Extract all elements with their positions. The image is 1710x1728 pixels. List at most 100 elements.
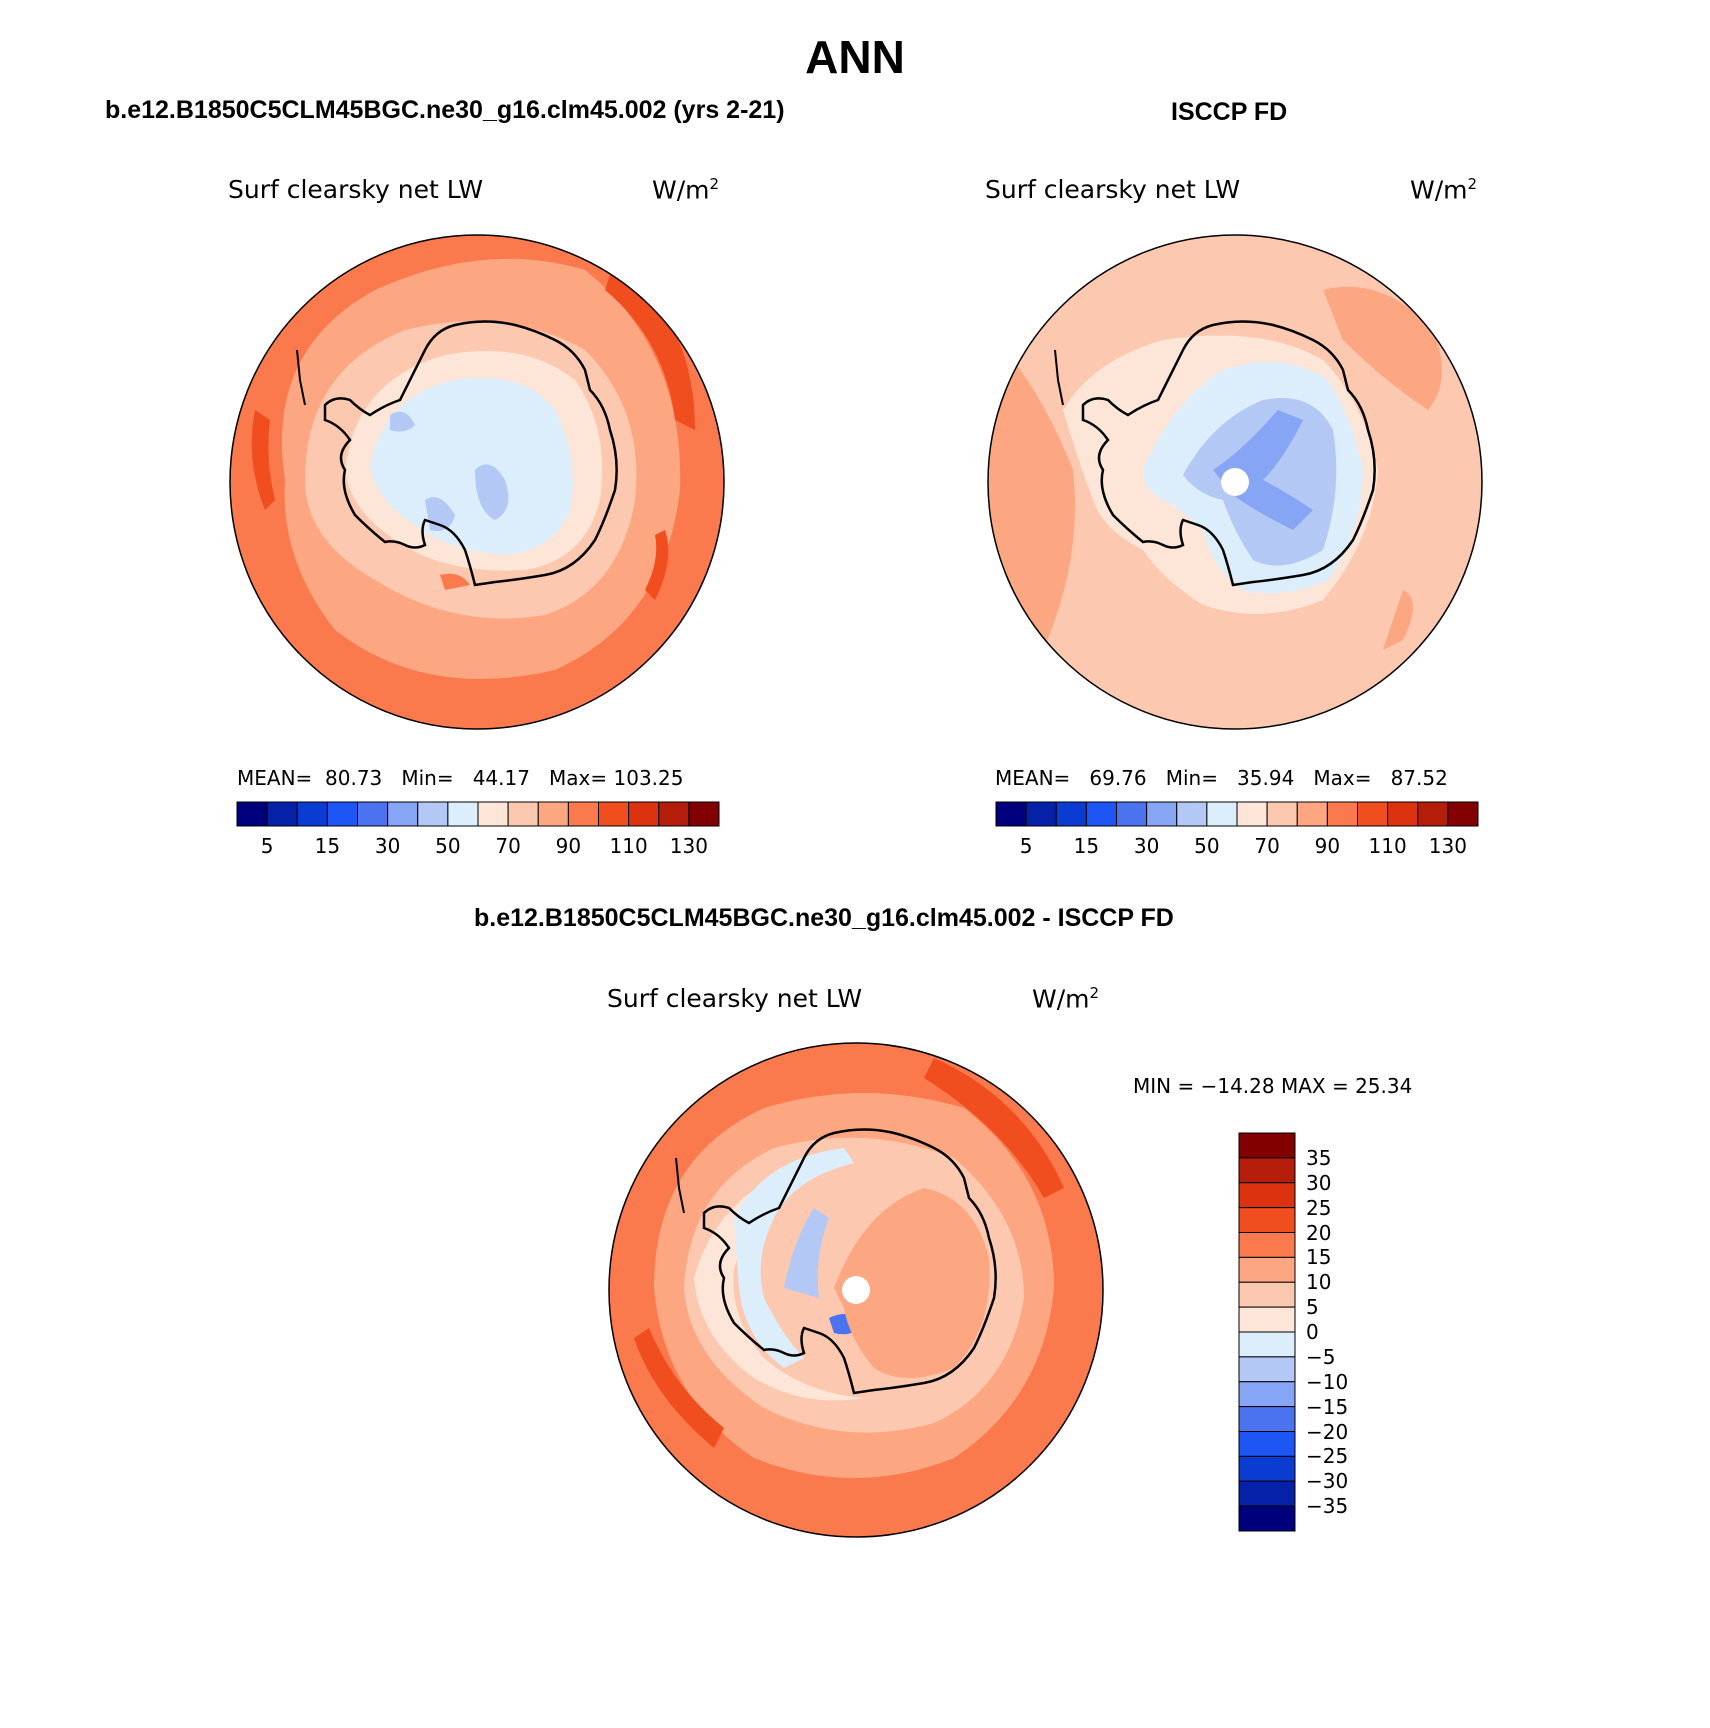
panel-2-colorbar-tick-label: 130	[1428, 834, 1467, 858]
panel-1-mean-value: 80.73	[325, 766, 383, 790]
panel-1-colorbar-box	[387, 801, 419, 827]
panel-2-colorbar-tick-label: 90	[1314, 834, 1341, 858]
panel-1-max-label: Max=	[549, 766, 608, 790]
panel-2-units: W/m2	[1410, 175, 1477, 204]
panel-1-min-label: Min=	[401, 766, 454, 790]
panel-3-variable: Surf clearsky net LW	[607, 984, 863, 1013]
panel-3-colorbar-box	[1238, 1431, 1296, 1457]
panel-2-colorbar-box	[1417, 801, 1449, 827]
panel-2-units-base: W/m	[1410, 175, 1468, 205]
panel-3-title: b.e12.B1850C5CLM45BGC.ne30_g16.clm45.002…	[474, 904, 1174, 932]
panel-3-colorbar	[1238, 1132, 1296, 1532]
panel-3-colorbar-box	[1238, 1182, 1296, 1209]
panel-1-colorbar-box	[507, 801, 539, 827]
panel-1-colorbar-tick-label: 90	[555, 834, 582, 858]
panel-1-units-exp: 2	[709, 175, 720, 193]
panel-2-colorbar	[995, 801, 1479, 827]
panel-2-stats: MEAN= 69.76 Min= 35.94 Max= 87.52	[995, 766, 1448, 790]
panel-1-colorbar-box	[688, 801, 720, 827]
panel-2-colorbar-box	[1387, 801, 1419, 827]
panel-2-mean-value: 69.76	[1089, 766, 1147, 790]
panel-1-colorbar-tick-label: 110	[609, 834, 648, 858]
panel-1-colorbar-box	[598, 801, 630, 827]
panel-2-colorbar-box	[1055, 801, 1087, 827]
panel-1-colorbar-box	[266, 801, 298, 827]
panel-1-units: W/m2	[652, 175, 719, 204]
panel-1-map	[229, 234, 725, 730]
panel-2-colorbar-box	[995, 801, 1027, 827]
panel-2-colorbar-box	[1236, 801, 1268, 827]
panel-3-units: W/m2	[1032, 984, 1099, 1013]
panel-3-map	[608, 1042, 1104, 1538]
panel-3-colorbar-tick-label: 0	[1306, 1320, 1319, 1344]
panel-2-colorbar-tick-label: 50	[1194, 834, 1220, 858]
panel-1-colorbar-box	[567, 801, 599, 827]
panel-3-colorbar-box	[1238, 1157, 1296, 1184]
panel-3-colorbar-tick-label: −20	[1306, 1419, 1349, 1444]
panel-1-stats: MEAN= 80.73 Min= 44.17 Max= 103.25	[237, 766, 683, 790]
panel-3-coastline	[702, 1128, 997, 1395]
panel-3-colorbar-tick-label: 5	[1306, 1295, 1319, 1320]
panel-1-coastline	[323, 320, 618, 587]
panel-1-variable: Surf clearsky net LW	[228, 175, 484, 204]
panel-2-colorbar-box	[1296, 801, 1328, 827]
panel-3-colorbar-box	[1238, 1480, 1296, 1507]
panel-1-units-base: W/m	[652, 175, 710, 205]
panel-1-colorbar-box	[477, 801, 509, 827]
panel-2-min-value: 35.94	[1237, 766, 1295, 790]
panel-2-map-border	[987, 234, 1483, 730]
panel-1-colorbar-tick-label: 50	[435, 834, 461, 858]
panel-2-units-exp: 2	[1467, 175, 1478, 193]
panel-3-colorbar-tick-label: −10	[1306, 1369, 1349, 1394]
panel-2-colorbar-tick-label: 70	[1254, 834, 1280, 858]
panel-1-colorbar-box	[447, 801, 479, 827]
panel-3-colorbar-tick-label: −35	[1306, 1494, 1349, 1519]
panel-1-colorbar-tick-label: 70	[495, 834, 521, 858]
panel-1-colorbar-box	[296, 801, 328, 827]
panel-2-variable: Surf clearsky net LW	[985, 175, 1241, 204]
figure-title: ANN	[805, 31, 905, 83]
panel-3-colorbar-box	[1238, 1132, 1296, 1159]
panel-1-max-value: 103.25	[613, 766, 684, 790]
panel-3-colorbar-box	[1238, 1281, 1296, 1308]
panel-1-colorbar-tick-label: 15	[314, 834, 341, 858]
panel-1-colorbar-box	[357, 801, 389, 827]
panel-2-max-label: Max=	[1313, 766, 1372, 790]
panel-1-colorbar-box	[326, 801, 358, 827]
panel-1-colorbar-box	[537, 801, 569, 827]
panel-3-colorbar-tick-label: 10	[1306, 1270, 1332, 1295]
panel-3-colorbar-box	[1238, 1356, 1296, 1383]
panel-3-colorbar-tick-label: 25	[1306, 1195, 1332, 1220]
panel-2-colorbar-box	[1146, 801, 1178, 827]
panel-1-field	[230, 235, 724, 729]
panel-3-units-exp: 2	[1089, 984, 1100, 1002]
panel-3-map-border	[608, 1042, 1104, 1538]
panel-3-colorbar-box	[1238, 1256, 1296, 1283]
panel-3-colorbar-box	[1238, 1331, 1296, 1358]
panel-1-colorbar-box	[236, 801, 268, 827]
panel-1-title: b.e12.B1850C5CLM45BGC.ne30_g16.clm45.002…	[105, 96, 785, 124]
panel-1-mean-label: MEAN=	[237, 766, 313, 790]
panel-3-units-base: W/m	[1032, 984, 1090, 1014]
panel-3-colorbar-box	[1238, 1455, 1296, 1482]
panel-3-colorbar-tick-label: −25	[1306, 1444, 1349, 1469]
panel-2-colorbar-tick-label: 110	[1368, 834, 1407, 858]
panel-1-colorbar	[236, 801, 720, 827]
panel-2-colorbar-tick-label: 30	[1133, 834, 1160, 858]
panel-3-colorbar-box	[1238, 1306, 1296, 1333]
panel-1-min-value: 44.17	[472, 766, 530, 790]
panel-2-field	[988, 235, 1482, 729]
panel-3-colorbar-tick-label: 15	[1306, 1245, 1332, 1270]
panel-3-colorbar-tick-label: 30	[1306, 1170, 1332, 1195]
panel-2-colorbar-box	[1357, 801, 1389, 827]
panel-2-colorbar-tick-label: 5	[1019, 834, 1033, 858]
panel-3-colorbar-tick-label: −5	[1306, 1344, 1336, 1369]
panel-3-colorbar-box	[1238, 1232, 1296, 1258]
panel-3-colorbar-ticks: 35 30 25 20 15 10 5 0 −5 −10 −15 −20 −25 −30 −35	[1300, 1132, 1390, 1532]
panel-1-colorbar-tick-label: 5	[260, 834, 274, 858]
panel-2-colorbar-box	[1025, 801, 1057, 827]
panel-1-map-border	[229, 234, 725, 730]
panel-2-coastline	[1081, 320, 1376, 587]
panel-3-colorbar-box	[1238, 1207, 1296, 1233]
panel-2-min-label: Min=	[1165, 766, 1218, 790]
